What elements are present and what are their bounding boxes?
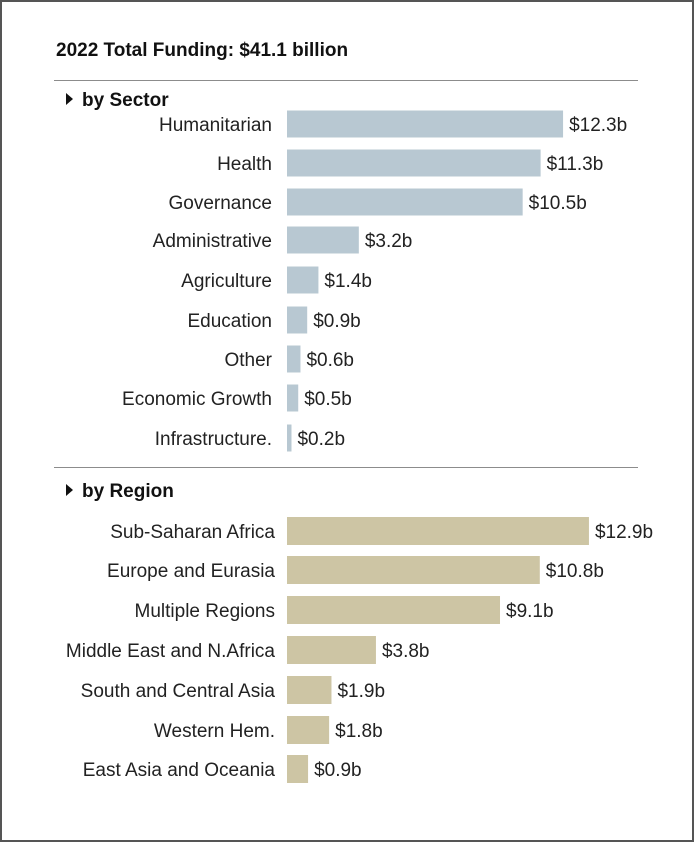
bar: [287, 556, 540, 584]
value-label: $3.8b: [382, 641, 430, 662]
triangle-right-icon: [66, 93, 73, 105]
category-label: Education: [187, 311, 272, 332]
bar: [287, 306, 308, 334]
value-label: $3.2b: [365, 231, 413, 252]
bar: [287, 149, 541, 177]
category-label: Middle East and N.Africa: [66, 641, 276, 662]
category-label: Europe and Eurasia: [107, 561, 275, 582]
category-label: Economic Growth: [122, 389, 272, 410]
value-label: $0.9b: [313, 311, 361, 332]
category-label: Health: [217, 154, 272, 175]
sector-section-header: by Sector: [66, 90, 169, 112]
bar: [287, 716, 330, 744]
bar: [287, 384, 299, 412]
value-label: $12.3b: [569, 115, 627, 136]
value-label: $10.5b: [529, 193, 587, 214]
bar: [287, 517, 589, 545]
bar: [287, 755, 309, 783]
bar: [287, 110, 564, 138]
category-label: Humanitarian: [159, 115, 272, 136]
region-section-header: by Region: [66, 481, 174, 503]
category-label: Sub-Saharan Africa: [110, 522, 275, 543]
category-label: South and Central Asia: [81, 681, 276, 702]
category-label: Western Hem.: [154, 721, 275, 742]
value-label: $10.8b: [546, 561, 604, 582]
category-label: Infrastructure.: [155, 429, 272, 450]
bar: [287, 188, 523, 216]
bar: [287, 596, 501, 624]
value-label: $11.3b: [547, 154, 604, 175]
bar: [287, 226, 359, 254]
bar: [287, 266, 319, 294]
bar: [287, 676, 332, 704]
triangle-right-icon: [66, 484, 73, 496]
value-label: $1.8b: [335, 721, 383, 742]
value-label: $1.4b: [324, 271, 372, 292]
category-label: Governance: [168, 193, 272, 214]
value-label: $0.9b: [314, 760, 362, 781]
value-label: $0.6b: [306, 350, 354, 371]
category-label: East Asia and Oceania: [83, 760, 276, 781]
value-label: $0.5b: [304, 389, 352, 410]
bar: [287, 345, 301, 373]
category-label: Agriculture: [181, 271, 272, 292]
bar: [287, 424, 292, 452]
region-section-label: by Region: [82, 481, 174, 502]
value-label: $12.9b: [595, 522, 653, 543]
section-divider: [54, 467, 638, 468]
value-label: $0.2b: [297, 429, 345, 450]
value-label: $9.1b: [506, 601, 554, 622]
title-divider: [54, 80, 638, 81]
chart-title: 2022 Total Funding: $41.1 billion: [56, 40, 349, 61]
sector-section-label: by Sector: [82, 90, 169, 111]
bar: [287, 636, 376, 664]
value-label: $1.9b: [337, 681, 385, 702]
category-label: Other: [224, 350, 272, 371]
category-label: Multiple Regions: [135, 601, 275, 622]
category-label: Administrative: [153, 231, 272, 252]
